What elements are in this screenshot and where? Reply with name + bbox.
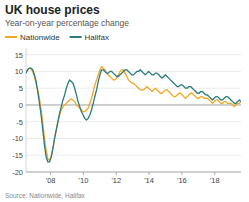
plot-lines bbox=[26, 66, 241, 162]
y-tick-label: -15 bbox=[12, 151, 23, 160]
x-tick bbox=[116, 172, 117, 175]
x-tick bbox=[50, 172, 51, 175]
grid-line bbox=[26, 155, 241, 156]
y-tick-label: 0 bbox=[19, 101, 23, 110]
legend-swatch bbox=[70, 36, 82, 38]
series-line bbox=[26, 68, 241, 162]
y-tick-label: -20 bbox=[12, 168, 23, 177]
x-tick-label: '08 bbox=[46, 176, 56, 185]
subtitle: Year-on-year percentage change bbox=[5, 18, 129, 28]
legend: Nationwide Halifax bbox=[5, 33, 109, 42]
y-tick-label: -10 bbox=[12, 134, 23, 143]
y-axis: -20 -15 -10 -5 0 5 10 15 bbox=[12, 48, 241, 177]
legend-label: Halifax bbox=[85, 33, 109, 42]
legend-swatch bbox=[5, 36, 17, 38]
y-tick-label: 15 bbox=[15, 51, 23, 60]
x-tick bbox=[181, 172, 182, 175]
legend-label: Nationwide bbox=[20, 33, 60, 42]
grid-line bbox=[26, 104, 241, 105]
grid-line bbox=[26, 71, 241, 72]
x-tick bbox=[149, 172, 150, 175]
x-tick-label: '12 bbox=[111, 176, 121, 185]
grid-line bbox=[26, 172, 241, 173]
x-axis: '08 '10 '12 '14 '16 '18 bbox=[26, 172, 241, 185]
x-tick bbox=[83, 172, 84, 175]
grid-line bbox=[26, 138, 241, 139]
x-tick-label: '14 bbox=[144, 176, 154, 185]
title: UK house prices bbox=[5, 3, 100, 17]
source: Source: Nationwide, Halifax bbox=[5, 192, 86, 199]
x-tick bbox=[214, 172, 215, 175]
y-axis-line bbox=[26, 48, 27, 172]
x-axis-line bbox=[26, 172, 241, 173]
grid-line bbox=[26, 54, 241, 55]
grid-line bbox=[26, 88, 241, 89]
chart: UK house pricesYear-on-year percentage c… bbox=[0, 0, 249, 202]
y-tick-label: -5 bbox=[16, 118, 23, 127]
y-tick-label: 10 bbox=[15, 67, 23, 76]
y-tick-label: 5 bbox=[19, 84, 23, 93]
x-tick-label: '16 bbox=[177, 176, 187, 185]
x-tick-label: '18 bbox=[210, 176, 220, 185]
series-line bbox=[26, 66, 241, 160]
x-tick-label: '10 bbox=[79, 176, 89, 185]
